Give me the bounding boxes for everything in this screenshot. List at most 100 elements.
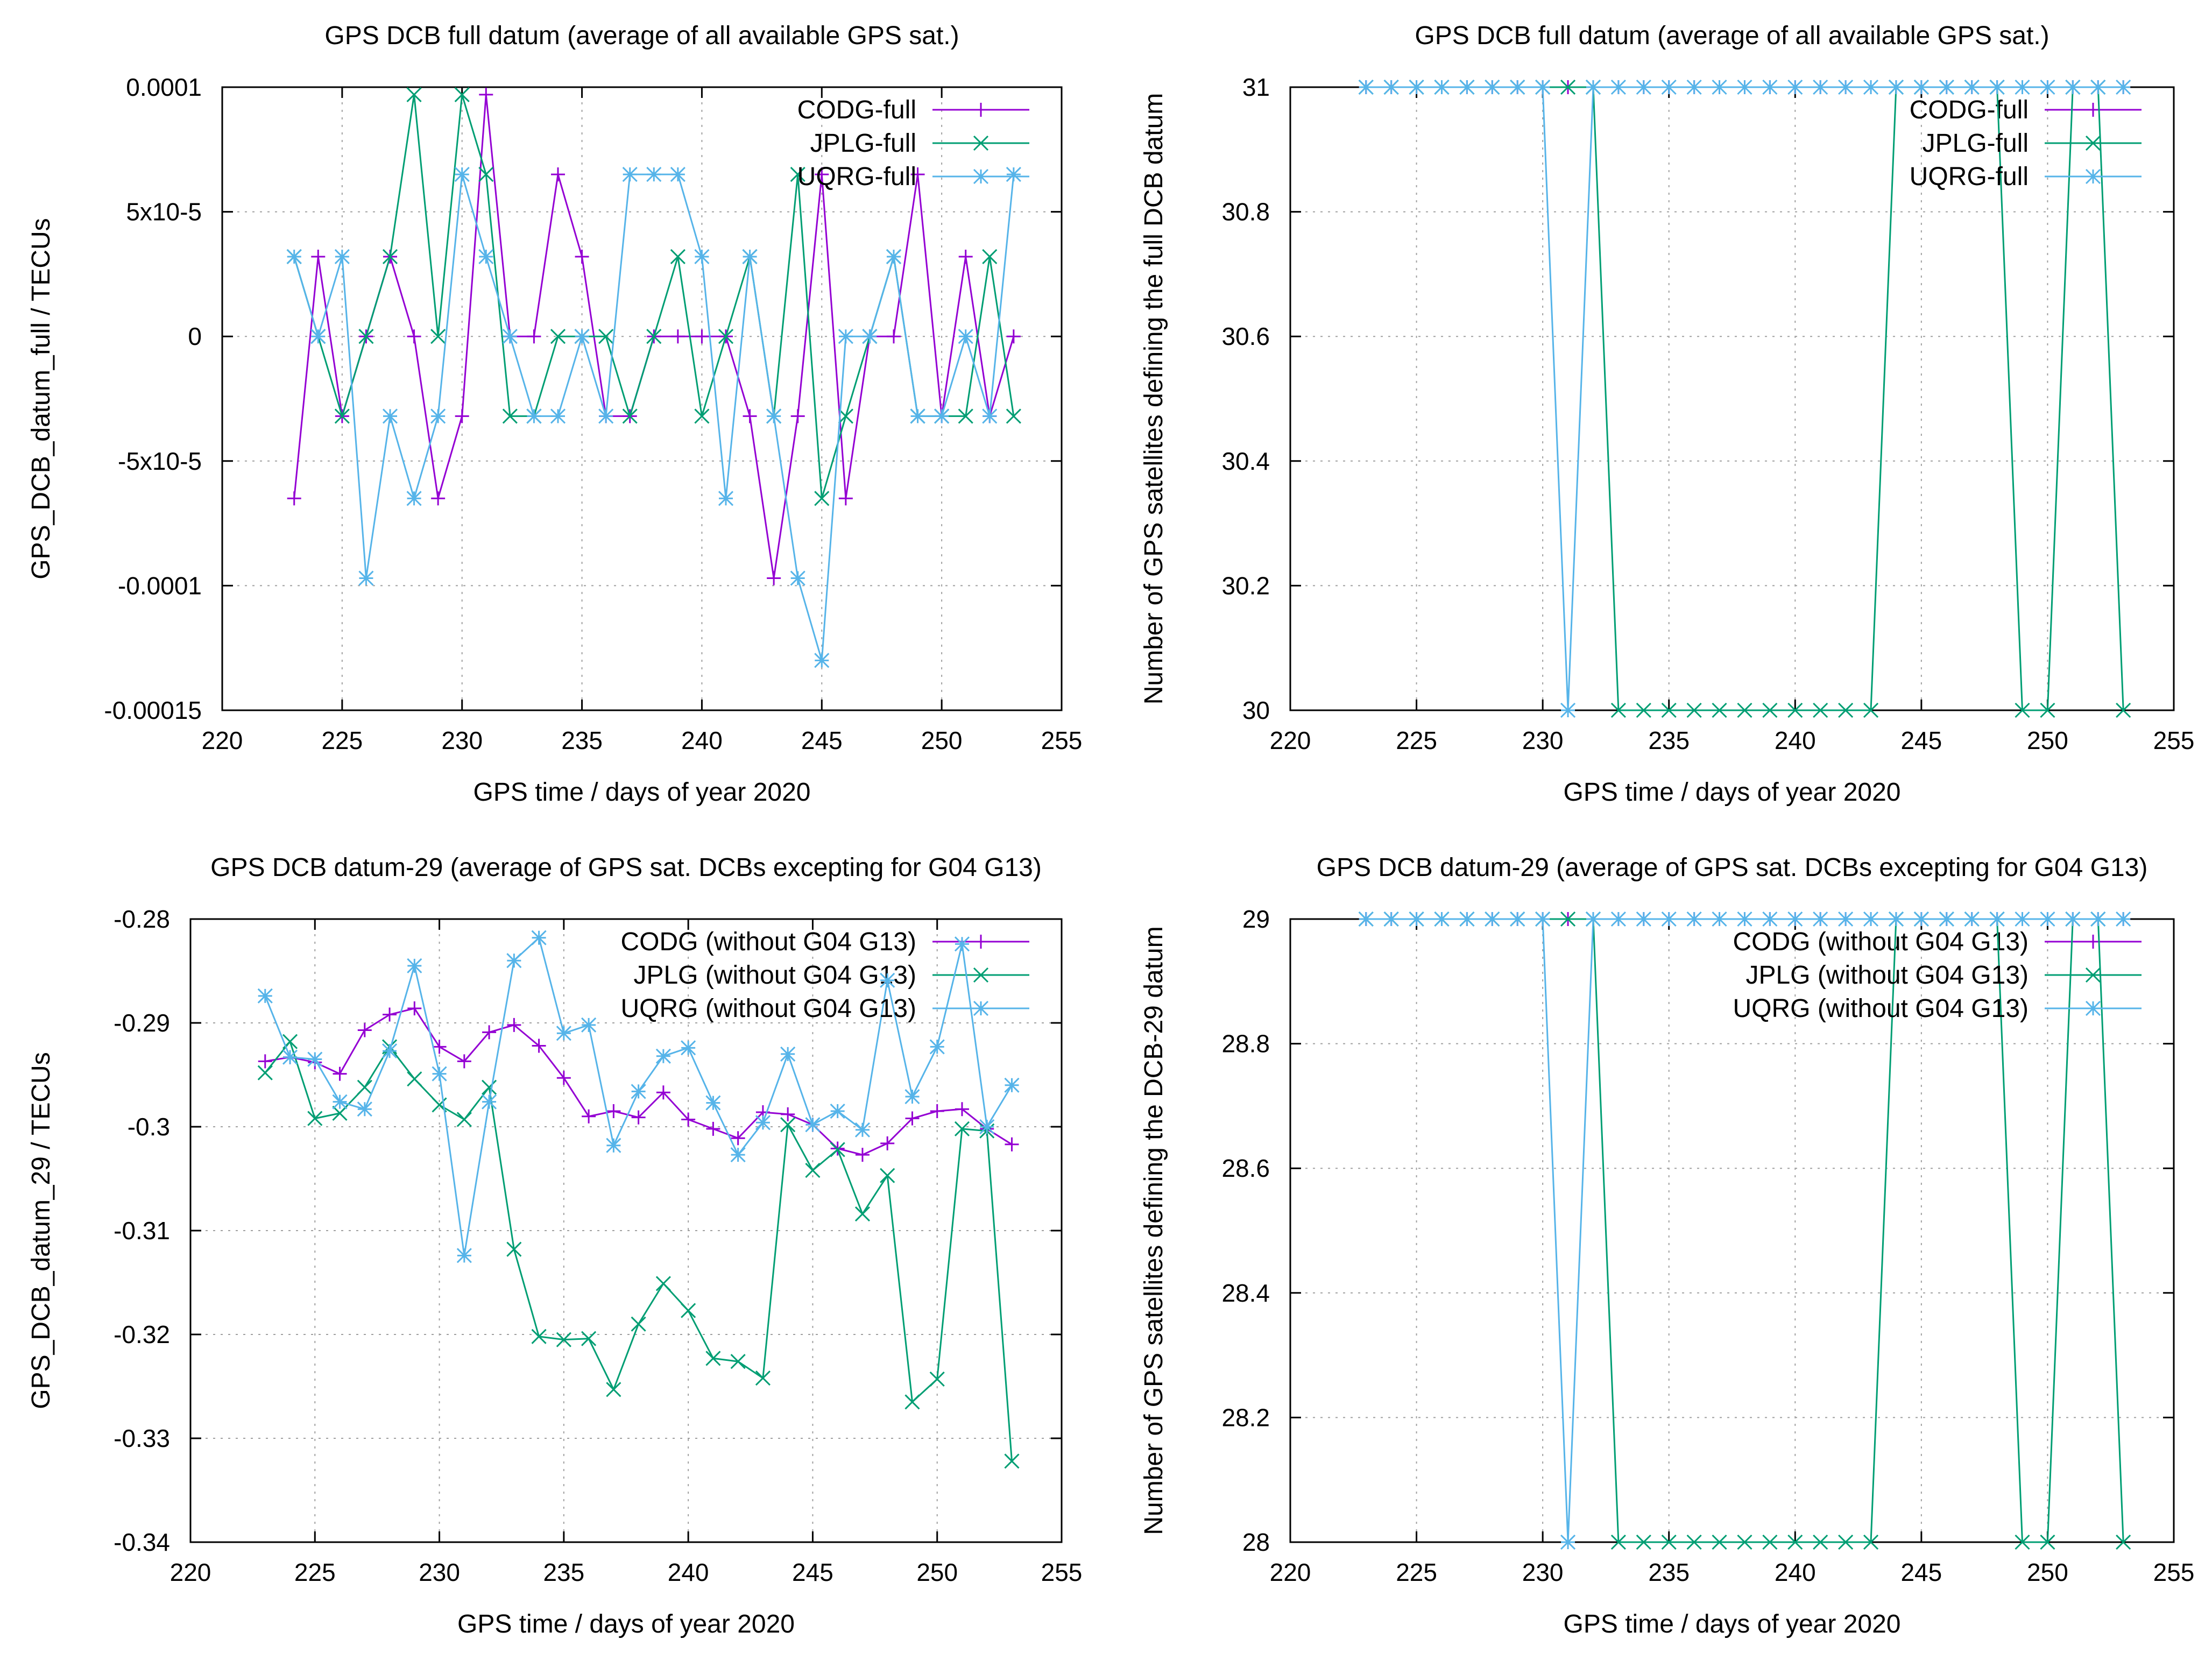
data-point <box>1813 79 1828 95</box>
data-point <box>1838 79 1854 95</box>
y-tick-label: 30.6 <box>1221 322 1270 350</box>
data-point <box>1888 79 1904 95</box>
data-point <box>407 958 422 973</box>
data-point <box>1686 79 1702 95</box>
series-codg <box>258 1001 1019 1162</box>
data-point <box>575 249 589 264</box>
data-point <box>507 1018 521 1032</box>
data-point <box>767 571 781 585</box>
y-axis-label: GPS_DCB_datum_full / TECUs <box>27 218 55 579</box>
data-point <box>2065 79 2081 95</box>
data-point <box>1383 911 1399 927</box>
chart-2: GPS DCB full datum (average of all avail… <box>1140 22 2194 807</box>
data-point <box>904 1394 920 1410</box>
data-point <box>1409 911 1424 927</box>
data-point <box>2040 702 2055 718</box>
data-point <box>886 249 902 265</box>
data-point <box>930 1104 944 1119</box>
data-point <box>838 329 853 344</box>
data-point <box>670 329 685 344</box>
data-point <box>622 408 638 424</box>
data-point <box>880 972 895 988</box>
data-point <box>1535 79 1551 95</box>
data-point <box>455 409 469 423</box>
data-point <box>310 329 326 344</box>
data-point <box>381 1043 398 1059</box>
data-point <box>2040 79 2055 95</box>
data-point <box>2040 1534 2055 1550</box>
data-point <box>670 249 685 265</box>
data-point <box>332 1105 348 1121</box>
data-point <box>1610 702 1626 718</box>
data-point <box>2090 79 2106 95</box>
data-point <box>382 408 398 424</box>
data-point <box>862 329 878 344</box>
data-point <box>311 249 326 264</box>
data-point <box>482 1025 497 1040</box>
legend-marker <box>2086 103 2100 117</box>
data-point <box>581 1331 597 1346</box>
y-tick-label: -0.00015 <box>104 696 202 724</box>
data-point <box>532 1039 546 1053</box>
data-point <box>1459 79 1475 95</box>
legend-label: JPLG (without G04 G13) <box>633 961 916 990</box>
data-point <box>282 1049 298 1065</box>
data-point <box>2015 79 2030 95</box>
data-point <box>1712 1534 1727 1550</box>
data-point <box>506 1241 522 1257</box>
data-point <box>1661 911 1677 927</box>
series-uqrg <box>257 930 1020 1263</box>
data-point <box>502 329 518 344</box>
y-tick-label: -0.33 <box>114 1424 170 1452</box>
data-point <box>805 1162 821 1178</box>
data-point <box>830 1103 845 1119</box>
data-point <box>457 1054 471 1069</box>
data-point <box>1358 79 1374 95</box>
x-tick-label: 220 <box>202 726 243 754</box>
y-tick-label: 30.2 <box>1221 571 1270 599</box>
data-point <box>1585 911 1601 927</box>
data-point <box>955 1102 969 1117</box>
data-point <box>958 249 973 264</box>
data-point <box>431 491 446 506</box>
series-uqrg-full <box>1358 79 2131 718</box>
data-point <box>695 329 709 344</box>
data-point <box>1813 702 1828 718</box>
data-point <box>1762 702 1778 718</box>
data-point <box>307 1051 323 1067</box>
x-tick-label: 235 <box>561 726 603 754</box>
data-point <box>1686 911 1702 927</box>
data-point <box>1813 911 1828 927</box>
data-point <box>705 1095 721 1111</box>
data-point <box>1838 911 1854 927</box>
data-point <box>1737 1534 1752 1550</box>
data-point <box>781 1107 795 1121</box>
y-tick-label: -0.0001 <box>118 571 202 599</box>
data-point <box>1888 911 1904 927</box>
data-point <box>1585 79 1601 95</box>
data-point <box>550 408 566 424</box>
data-point <box>482 1094 497 1110</box>
data-point <box>766 408 782 424</box>
data-point <box>1737 702 1752 718</box>
data-point <box>1005 1137 1019 1152</box>
data-point <box>407 1001 422 1015</box>
data-point <box>432 1040 447 1054</box>
data-point <box>929 1371 945 1387</box>
data-point <box>454 87 470 102</box>
plot-frame <box>1289 918 2175 1543</box>
data-point <box>694 249 710 265</box>
data-point <box>257 1065 273 1080</box>
legend-marker <box>2085 967 2101 983</box>
x-tick-label: 255 <box>1041 726 1083 754</box>
series-line <box>293 173 1015 661</box>
data-point <box>910 167 925 182</box>
data-point <box>357 1079 372 1095</box>
x-tick-label: 225 <box>1396 1558 1437 1586</box>
plot-frame <box>221 86 1063 711</box>
data-point <box>731 1131 745 1146</box>
legend-marker <box>974 935 988 949</box>
chart-3: GPS DCB datum-29 (average of GPS sat. DC… <box>27 853 1082 1638</box>
data-point <box>1610 911 1626 927</box>
data-point <box>1358 911 1374 927</box>
